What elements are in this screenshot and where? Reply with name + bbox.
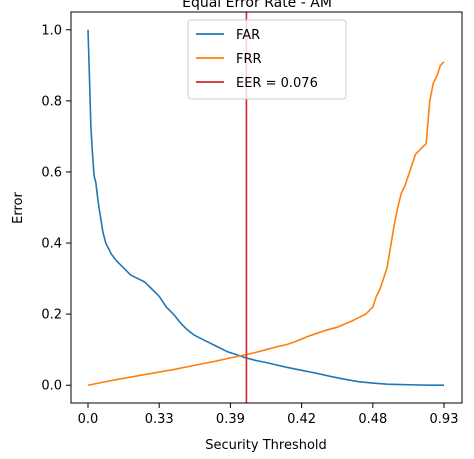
y-tick-label: 0.4	[41, 237, 62, 252]
legend: FAR FRR EER = 0.076	[188, 20, 346, 99]
y-tick-label: 0.2	[41, 308, 62, 323]
x-tick-label: 0.93	[430, 412, 459, 427]
x-tick-label: 0.33	[145, 412, 174, 427]
x-tick-label: 0.0	[78, 412, 99, 427]
y-tick-label: 0.8	[41, 94, 62, 109]
x-tick-label: 0.48	[358, 412, 387, 427]
x-axis-label: Security Threshold	[205, 438, 327, 453]
y-tick-label: 1.0	[41, 23, 62, 38]
legend-label: FAR	[236, 28, 260, 43]
legend-label: EER = 0.076	[236, 76, 318, 91]
chart-title: Equal Error Rate - AM	[182, 0, 332, 11]
x-tick-label: 0.39	[216, 412, 245, 427]
legend-label: FRR	[236, 52, 262, 67]
y-tick-label: 0.6	[41, 165, 62, 180]
y-axis-label: Error	[11, 192, 26, 224]
x-tick-label: 0.42	[287, 412, 316, 427]
y-tick-label: 0.0	[41, 379, 62, 394]
